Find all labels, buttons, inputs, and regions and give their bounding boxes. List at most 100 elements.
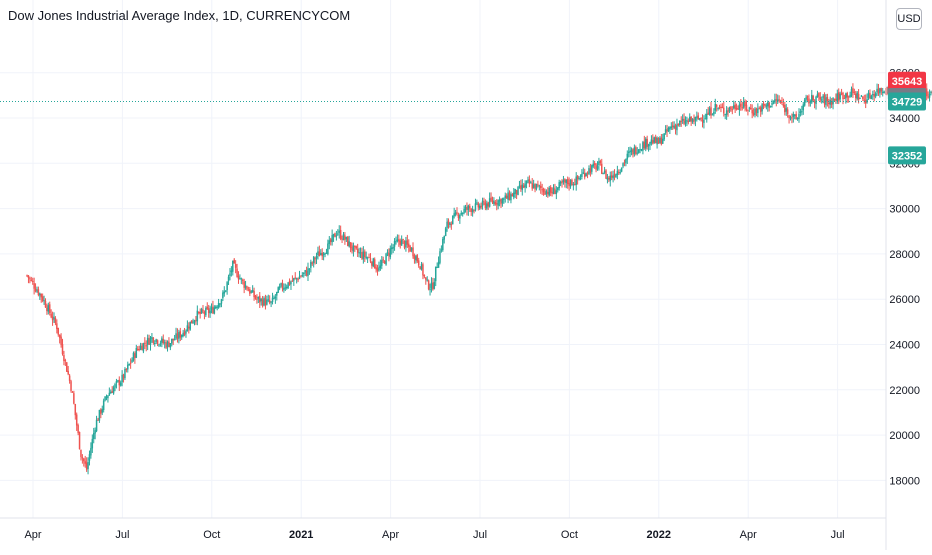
candle-body — [621, 168, 623, 172]
candle-body — [685, 121, 687, 124]
candle-body — [163, 339, 165, 343]
candle-body — [408, 244, 410, 247]
candle-body — [598, 161, 600, 165]
candle-body — [605, 170, 607, 178]
candle-body — [600, 161, 602, 163]
candle-body — [591, 165, 593, 171]
candle-body — [29, 278, 31, 279]
candle-body — [259, 296, 261, 303]
candle-body — [581, 174, 583, 177]
candle-body — [770, 106, 772, 107]
candle-body — [930, 92, 932, 93]
candle-body — [712, 114, 714, 115]
candle-body — [229, 273, 231, 276]
candle-body — [412, 247, 414, 256]
candle-body — [399, 241, 401, 245]
candle-body — [832, 98, 834, 104]
candle-body — [341, 239, 343, 240]
candle-body — [737, 108, 739, 109]
candle-body — [141, 346, 143, 350]
candle-body — [754, 109, 756, 115]
candle-body — [351, 247, 353, 250]
candle-body — [672, 126, 674, 128]
candle-body — [547, 192, 549, 194]
candle-body — [801, 111, 803, 112]
candle-body — [221, 299, 223, 303]
candle-body — [530, 182, 532, 183]
candle-body — [370, 258, 372, 261]
candle-body — [127, 365, 129, 370]
candle-body — [380, 265, 382, 268]
candle-body — [854, 92, 856, 93]
candle-body — [852, 88, 854, 93]
candle-body — [250, 291, 252, 292]
candle-body — [327, 244, 329, 255]
candle-body — [224, 292, 226, 294]
candle-body — [783, 104, 785, 106]
candle-body — [260, 299, 262, 301]
candle-body — [480, 206, 482, 207]
candle-body — [392, 247, 394, 249]
candle-body — [233, 260, 235, 264]
currency-button[interactable]: USD — [896, 8, 922, 30]
candle-body — [256, 299, 258, 300]
candle-body — [26, 275, 28, 276]
candle-body — [202, 310, 204, 312]
candle-body — [445, 228, 447, 236]
candle-body — [207, 307, 209, 309]
candle-body — [358, 252, 360, 253]
candle-body — [107, 395, 109, 398]
chart-title: Dow Jones Industrial Average Index, 1D, … — [8, 8, 350, 23]
candle-body — [577, 176, 579, 179]
candle-body — [312, 263, 314, 264]
price-label-text: 34729 — [892, 96, 923, 108]
candle-body — [145, 345, 147, 346]
candle-body — [167, 342, 169, 348]
candle-body — [749, 108, 751, 109]
candle-body — [209, 310, 211, 313]
candle-body — [764, 104, 766, 106]
price-label-text: 35643 — [892, 76, 923, 88]
candle-body — [557, 187, 559, 190]
candle-body — [709, 108, 711, 115]
candle-body — [191, 320, 193, 323]
candle-body — [50, 314, 52, 318]
candle-body — [548, 188, 550, 196]
candle-body — [512, 194, 513, 196]
candle-body — [760, 107, 762, 112]
candle-body — [172, 339, 174, 341]
candle-body — [713, 112, 715, 115]
candle-body — [505, 195, 507, 197]
candle-body — [344, 235, 346, 240]
candle-body — [859, 98, 861, 99]
candle-body — [818, 93, 820, 97]
candle-body — [645, 139, 647, 149]
candle-body — [546, 191, 548, 194]
candle-body — [862, 97, 864, 99]
candle-body — [329, 240, 331, 244]
candle-body — [873, 94, 875, 97]
candle-body — [80, 450, 82, 457]
candle-body — [876, 89, 878, 92]
candle-body — [131, 360, 133, 363]
candle-body — [757, 109, 759, 113]
candle-body — [618, 172, 620, 173]
candle-body — [31, 280, 33, 281]
price-axis[interactable]: 1800020000220002400026000280003000032000… — [889, 68, 920, 488]
candle-body — [69, 376, 71, 381]
candle-body — [53, 317, 55, 319]
candle-body — [249, 289, 251, 294]
candle-body — [409, 246, 411, 251]
candle-body — [60, 337, 62, 345]
candle-body — [838, 92, 840, 100]
candle-body — [507, 192, 509, 200]
candle-body — [92, 439, 94, 449]
candle-body — [544, 192, 546, 195]
candle-body — [114, 384, 116, 387]
candle-body — [634, 147, 636, 154]
candle-body — [472, 209, 474, 212]
candle-body — [649, 142, 651, 145]
